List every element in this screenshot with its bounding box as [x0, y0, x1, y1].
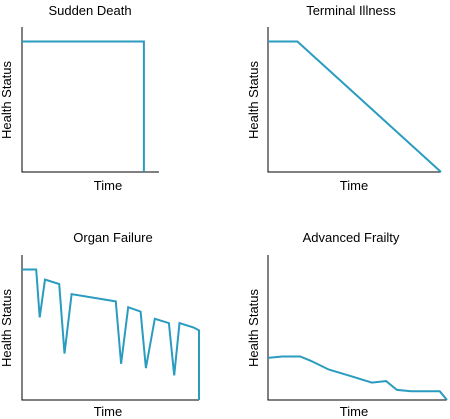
- axis-lines: [267, 255, 447, 401]
- chart-title: Terminal Illness: [306, 3, 396, 18]
- chart-title: Advanced Frailty: [303, 230, 400, 245]
- axis-lines: [267, 27, 441, 173]
- y-axis-label: Health Status: [246, 60, 261, 139]
- y-axis-label: Health Status: [0, 60, 14, 139]
- x-axis-label: Time: [94, 178, 122, 193]
- chart-title: Sudden Death: [48, 3, 131, 18]
- x-axis-label: Time: [340, 404, 368, 419]
- health-status-line: [268, 40, 442, 173]
- health-status-line: [267, 355, 448, 401]
- x-axis-label: Time: [94, 404, 122, 419]
- health-status-line: [22, 40, 145, 172]
- chart-advanced-frailty: Advanced Frailty Health Status Time: [246, 230, 448, 419]
- axis-lines: [21, 27, 159, 173]
- y-axis-label: Health Status: [246, 288, 261, 367]
- health-status-line: [22, 268, 200, 400]
- x-axis-label: Time: [340, 178, 368, 193]
- chart-terminal-illness: Terminal Illness Health Status Time: [246, 3, 442, 193]
- axis-lines: [21, 255, 199, 401]
- chart-title: Organ Failure: [73, 230, 152, 245]
- y-axis-label: Health Status: [0, 288, 14, 367]
- chart-organ-failure: Organ Failure Health Status Time: [0, 230, 200, 419]
- chart-sudden-death: Sudden Death Health Status Time: [0, 3, 159, 193]
